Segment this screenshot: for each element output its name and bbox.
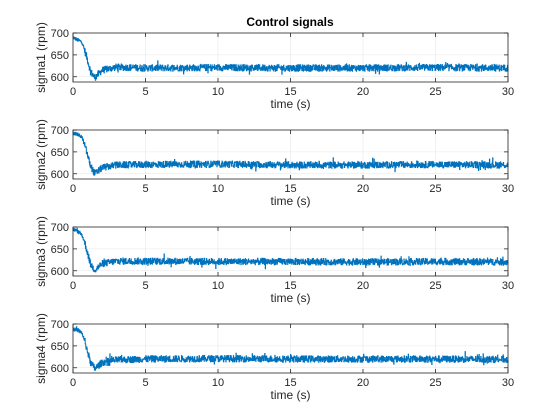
y-tick-label: 600 [51,363,69,375]
series-line-1 [72,227,509,273]
x-tick-label: 25 [429,183,441,195]
x-tick-label: 30 [502,280,514,292]
x-tick-label: 0 [70,377,76,389]
series-line-1 [72,326,509,371]
x-tick-label: 10 [212,183,224,195]
x-tick-label: 15 [284,377,296,389]
y-tick-label: 600 [51,169,69,181]
subplot-3: 0 5 10 15 20 25 30 600 650 700 time (s) sigma3 (rpm… [34,216,514,305]
subplot-2: 0 5 10 15 20 25 30 600 650 700 time (s) sigma2 (rpm… [34,119,514,208]
x-tick-label: 0 [70,280,76,292]
x-tick-label: 10 [212,280,224,292]
x-tick-label: 10 [212,86,224,98]
x-tick-label: 15 [284,183,296,195]
y-axis-label: sigma3 (rpm) [34,216,48,287]
y-tick-label: 650 [51,341,69,353]
x-tick-label: 25 [429,86,441,98]
x-tick-label: 0 [70,183,76,195]
y-tick-label: 700 [51,319,69,331]
x-tick-label: 5 [142,86,148,98]
x-axis-label: time (s) [271,194,311,208]
x-tick-label: 15 [284,280,296,292]
subplot-4: 0 5 10 15 20 25 30 600 650 700 time (s) sigma4 (rpm… [34,313,514,402]
x-tick-label: 5 [142,377,148,389]
y-axis-label: sigma2 (rpm) [34,119,48,190]
y-tick-label: 650 [51,244,69,256]
y-tick-label: 650 [51,147,69,159]
y-axis-label: sigma1 (rpm) [34,22,48,93]
x-tick-label: 20 [357,280,369,292]
x-axis-label: time (s) [271,291,311,305]
x-tick-label: 5 [142,280,148,292]
subplot-1: 0 5 10 15 20 25 30 600 650 700 time (s) sigma1 (rpm… [34,22,514,111]
y-tick-label: 700 [51,125,69,137]
subplot-panels: 0 5 10 15 20 25 30 600 650 700 time (s) sigma1 (rpm… [34,22,514,402]
x-tick-label: 30 [502,377,514,389]
x-tick-label: 20 [357,86,369,98]
x-tick-label: 20 [357,183,369,195]
x-axis-label: time (s) [271,388,311,402]
x-tick-label: 10 [212,377,224,389]
x-tick-label: 25 [429,377,441,389]
y-tick-label: 600 [51,72,69,84]
y-tick-label: 600 [51,266,69,278]
series-line-1 [72,131,509,176]
y-tick-label: 700 [51,222,69,234]
x-tick-label: 25 [429,280,441,292]
figure-title: Control signals [246,15,334,29]
y-axis-label: sigma4 (rpm) [34,313,48,384]
x-tick-label: 5 [142,183,148,195]
x-tick-label: 20 [357,377,369,389]
x-tick-label: 30 [502,183,514,195]
y-tick-label: 700 [51,28,69,40]
x-tick-label: 30 [502,86,514,98]
series-line-1 [72,36,509,81]
x-tick-label: 15 [284,86,296,98]
x-axis-label: time (s) [271,97,311,111]
x-tick-label: 0 [70,86,76,98]
y-tick-label: 650 [51,50,69,62]
